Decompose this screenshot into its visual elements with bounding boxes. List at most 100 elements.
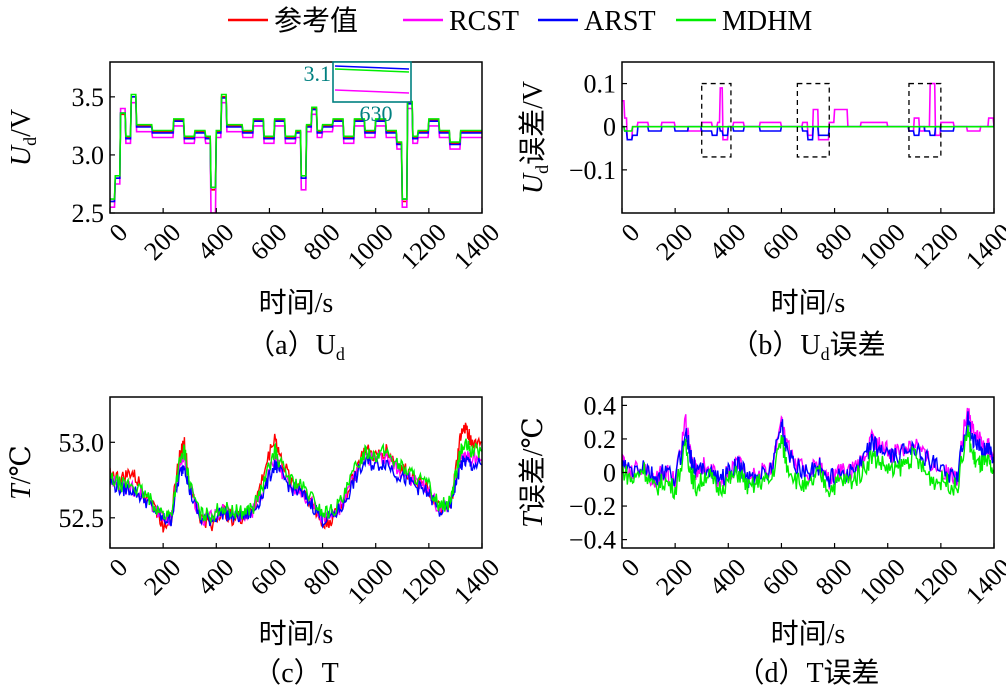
zoom-inset-line-2 (334, 89, 410, 94)
chart-panel-d: 0 200 400 600 800100012001400−0.4−0.200.20.4… (517, 391, 1006, 687)
x-tick-label-c-3: 600 (245, 553, 293, 601)
y-axis-label-rest-a: /V (6, 109, 37, 137)
series-line-d-2 (622, 425, 994, 501)
x-axis-label-a: 时间/s (259, 287, 334, 319)
x-tick-label-a-4: 800 (298, 218, 346, 266)
x-axis-label-d: 时间/s (771, 618, 846, 650)
x-tick-label-d-6: 1200 (907, 553, 964, 610)
legend-label-3: MDHM (722, 6, 812, 37)
y-axis-label-rest-c: /℃ (6, 445, 37, 484)
caption-d: （d）T误差 (736, 657, 879, 687)
x-tick-label-a-0: 0 (104, 218, 134, 248)
caption-rest-b: 误差 (830, 329, 886, 361)
x-tick-label-c-7: 1400 (448, 553, 505, 610)
plot-frame-b (621, 61, 995, 214)
caption-sub-a: d (336, 344, 345, 364)
x-tick-label-c-0: 0 (104, 553, 134, 583)
y-axis-label-rest-d: 误差/℃ (517, 417, 549, 512)
y-axis-label-main-b: U (518, 172, 549, 194)
x-tick-label-b-4: 800 (810, 218, 858, 266)
legend-label-2: ARST (584, 6, 656, 37)
zoom-inset: 3.1 630 (304, 61, 412, 126)
chart-panel-b: 0 200 400 600 800100012001400−0.100.1时间/s（b）… (517, 61, 1006, 364)
caption-main-d: （d）T (736, 657, 823, 687)
x-tick-label-b-2: 400 (703, 218, 751, 266)
y-axis-label-sub-b: d (532, 165, 552, 174)
x-axis-label-c: 时间/s (259, 618, 334, 650)
x-tick-label-a-7: 1400 (448, 218, 505, 275)
highlight-box-0 (701, 82, 732, 158)
series-line-b-0 (622, 82, 994, 141)
y-tick-label-d-0: −0.4 (569, 526, 616, 555)
y-axis-label-c: T/℃ (6, 445, 37, 500)
x-axis-label-b: 时间/s (771, 287, 846, 319)
caption-c: （c）T (253, 657, 339, 687)
x-tick-label-c-4: 800 (298, 553, 346, 601)
plot-frame-c (109, 396, 483, 549)
x-tick-label-d-4: 800 (810, 553, 858, 601)
y-axis-label-rest-b: 误差/V (517, 81, 549, 165)
y-axis-label-main-d: T (518, 510, 549, 528)
y-tick-label-b-0: −0.1 (569, 156, 616, 185)
series-line-c-3 (110, 438, 482, 525)
zoom-inset-y-label: 3.1 (304, 61, 332, 86)
y-axis-label-d: T误差/℃ (517, 417, 549, 528)
x-tick-label-c-2: 400 (191, 553, 239, 601)
y-tick-label-b-1: 0 (603, 113, 616, 142)
x-tick-label-d-5: 1000 (854, 553, 911, 610)
y-tick-label-a-1: 3.0 (72, 141, 105, 170)
x-tick-label-c-5: 1000 (342, 553, 399, 610)
y-axis-label-b: Ud误差/V (517, 81, 552, 194)
legend-label-0: 参考值 (274, 5, 358, 37)
y-tick-label-b-2: 0.1 (584, 70, 617, 99)
x-tick-label-b-0: 0 (616, 218, 646, 248)
x-tick-label-c-6: 1200 (395, 553, 452, 610)
caption-main-c: （c）T (253, 657, 339, 687)
x-tick-label-d-3: 600 (757, 553, 805, 601)
x-tick-label-d-1: 200 (650, 553, 698, 601)
y-axis-label-main-c: T (6, 482, 37, 500)
x-tick-label-c-1: 200 (138, 553, 186, 601)
x-tick-label-b-3: 600 (757, 218, 805, 266)
y-axis-label-sub-a: d (20, 137, 40, 146)
series-line-a-3 (110, 93, 482, 200)
x-tick-label-b-7: 1400 (960, 218, 1006, 275)
x-tick-label-a-3: 600 (245, 218, 293, 266)
highlight-box-2 (908, 82, 942, 158)
y-tick-label-a-2: 3.5 (72, 83, 105, 112)
x-tick-label-a-5: 1000 (342, 218, 399, 275)
series-line-b-2 (622, 125, 994, 132)
zoom-inset-line-0 (334, 65, 410, 70)
x-tick-label-d-2: 400 (703, 553, 751, 601)
y-tick-label-d-2: 0 (603, 459, 616, 488)
plot-frame-a (109, 61, 483, 214)
caption-sub-b: d (821, 344, 830, 364)
y-tick-label-c-1: 53.0 (59, 428, 105, 457)
legend-label-1: RCST (449, 6, 519, 37)
panels: 0 200 400 600 8001000120014002.53.03.5时间/s（a… (6, 61, 1006, 687)
y-axis-label-a: Ud/V (6, 109, 40, 166)
y-tick-label-d-4: 0.4 (584, 391, 617, 420)
x-tick-label-d-0: 0 (616, 553, 646, 583)
series-line-a-0 (110, 96, 482, 203)
series-line-a-1 (110, 101, 482, 213)
zoom-inset-line-1 (334, 68, 410, 73)
series-line-d-1 (622, 411, 994, 488)
x-tick-label-a-1: 200 (138, 218, 186, 266)
y-tick-label-d-3: 0.2 (584, 425, 617, 454)
y-tick-label-a-0: 2.5 (72, 199, 105, 228)
x-tick-label-d-7: 1400 (960, 553, 1006, 610)
x-tick-label-b-5: 1000 (854, 218, 911, 275)
y-tick-label-c-0: 52.5 (59, 504, 105, 533)
legend: 参考值 RCST ARST MDHM (228, 5, 812, 37)
x-tick-label-b-6: 1200 (907, 218, 964, 275)
caption-a: （a）Ud (247, 329, 345, 364)
series-line-a-2 (110, 96, 482, 203)
caption-b: （b）Ud误差 (730, 329, 885, 364)
x-tick-label-a-6: 1200 (395, 218, 452, 275)
x-tick-label-b-1: 200 (650, 218, 698, 266)
caption-main-b: （b）U (730, 329, 820, 361)
zoom-inset-x-label: 630 (360, 101, 393, 126)
